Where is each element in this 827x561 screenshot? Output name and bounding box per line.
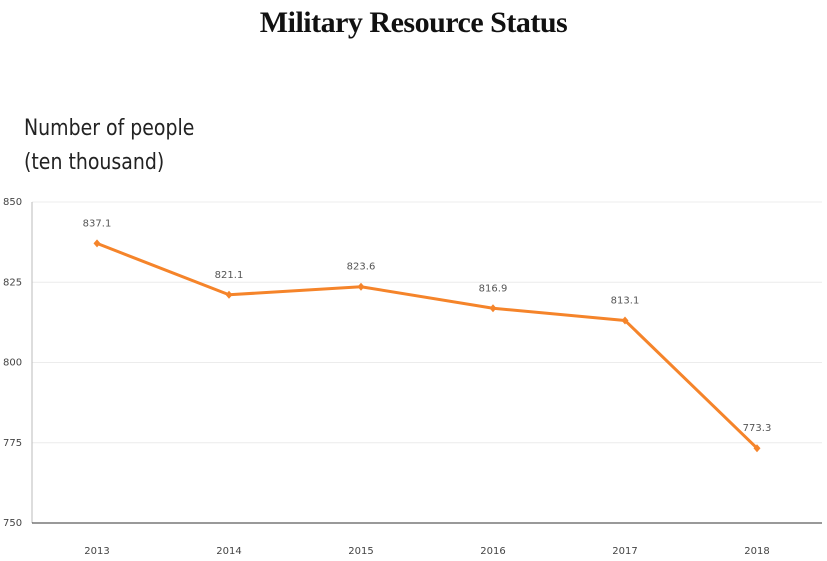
data-point-marker [621, 316, 629, 325]
data-label: 816.9 [479, 283, 508, 294]
x-tick-label: 2017 [612, 546, 637, 557]
y-tick-label: 800 [3, 358, 22, 369]
x-tick-label: 2015 [348, 546, 373, 557]
x-axis-ticks: 2013 2014 2015 2016 2017 2018 [84, 546, 769, 557]
y-axis-ticks: 750 775 800 825 850 [3, 197, 22, 529]
data-point-marker [225, 290, 233, 299]
y-axis-label: Number of people (ten thousand) [24, 112, 194, 180]
data-label: 821.1 [215, 270, 244, 281]
data-point-marker [357, 282, 365, 291]
series-group: 837.1 821.1 823.6 816.9 813.1 773.3 [83, 218, 772, 453]
y-axis-label-line-1: Number of people [24, 116, 195, 141]
data-label: 823.6 [347, 262, 376, 273]
series-line [95, 241, 759, 450]
data-point-marker [489, 304, 497, 313]
data-label: 813.1 [611, 295, 640, 306]
x-tick-label: 2013 [84, 546, 109, 557]
data-point-marker [753, 444, 761, 453]
data-point-marker [93, 239, 101, 248]
data-label: 773.3 [743, 423, 772, 434]
gridlines [32, 201, 822, 444]
y-axis-label-line-2: (ten thousand) [24, 150, 165, 175]
x-tick-label: 2014 [216, 546, 241, 557]
y-tick-label: 850 [3, 197, 22, 208]
y-tick-label: 750 [3, 518, 22, 529]
y-tick-label: 775 [3, 438, 22, 449]
chart-title: Military Resource Status [259, 6, 568, 39]
x-tick-label: 2016 [480, 546, 505, 557]
y-tick-label: 825 [3, 277, 22, 288]
data-label: 837.1 [83, 218, 112, 229]
x-tick-label: 2018 [744, 546, 769, 557]
